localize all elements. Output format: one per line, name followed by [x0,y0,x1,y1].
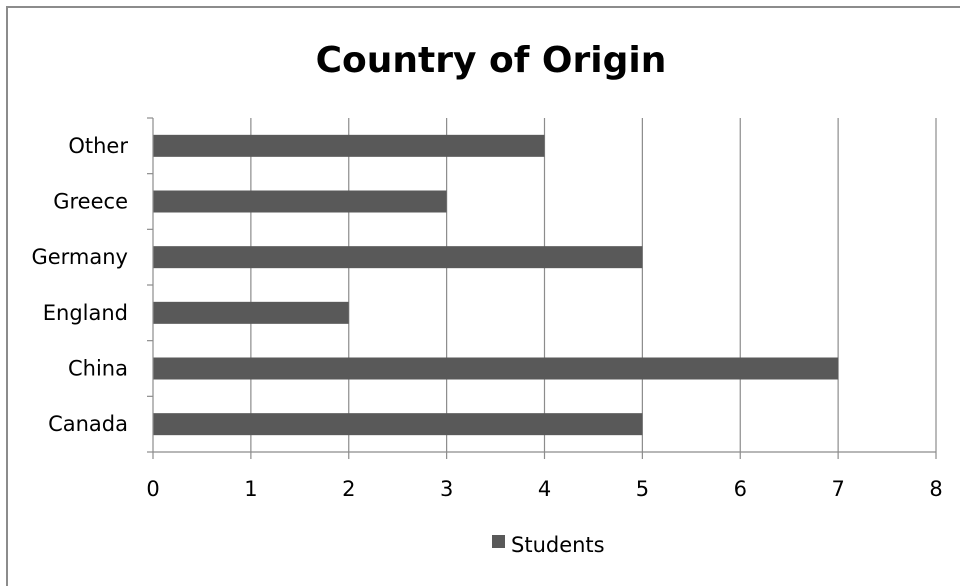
x-tick-label-7: 7 [831,477,844,501]
x-tick-label-5: 5 [636,477,649,501]
legend-label: Students [511,533,605,557]
bar-germany [153,246,643,269]
bar-other [153,134,545,157]
x-tick-label-3: 3 [440,477,453,501]
chart-frame [6,6,960,586]
category-label-greece: Greece [53,190,128,214]
category-label-china: China [68,357,128,381]
x-tick-label-1: 1 [244,477,257,501]
category-label-other: Other [68,134,128,158]
axes [147,117,937,459]
category-label-england: England [43,301,128,325]
x-tick-label-6: 6 [734,477,747,501]
bar-england [153,301,349,324]
bars [153,134,839,436]
x-tick-label-2: 2 [342,477,355,501]
x-tick-label-0: 0 [146,477,159,501]
bar-china [153,357,839,380]
legend: Students [492,533,605,557]
chart-title: Country of Origin [316,40,667,81]
category-label-canada: Canada [48,412,128,436]
x-tick-label-4: 4 [538,477,551,501]
gridlines [250,118,937,452]
legend-swatch [492,535,505,548]
category-label-germany: Germany [31,245,128,269]
bar-greece [153,190,447,213]
labels: 0 1 2 3 4 5 6 7 8 Canada China England Germany Greece… [31,134,942,501]
x-tick-label-8: 8 [929,477,942,501]
bar-canada [153,413,643,436]
